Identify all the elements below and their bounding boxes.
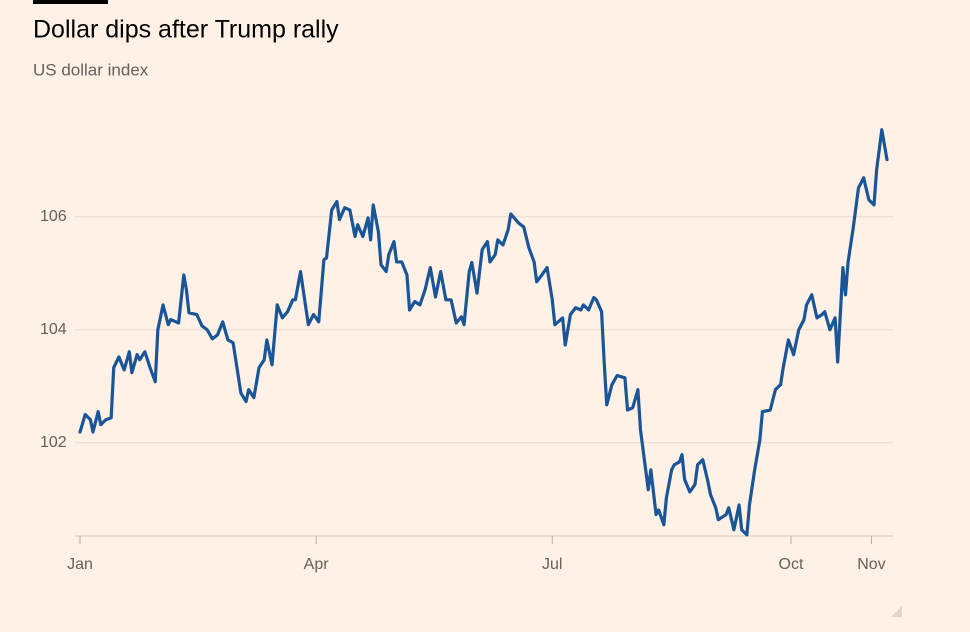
chart-title: Dollar dips after Trump rally (33, 16, 339, 44)
x-tick-label: Apr (304, 556, 330, 573)
data-line (78, 128, 889, 537)
resize-handle (891, 606, 902, 617)
x-tick-label: Oct (779, 556, 804, 573)
y-tick-label: 106 (40, 208, 67, 225)
x-tick-label: Jul (542, 556, 562, 573)
x-tick-label: Jan (67, 556, 93, 573)
chart-subtitle: US dollar index (33, 60, 149, 79)
title-bar (33, 0, 108, 4)
y-tick-label: 102 (40, 434, 67, 451)
x-tick-label: Nov (857, 556, 885, 573)
y-tick-label: 104 (40, 321, 67, 338)
